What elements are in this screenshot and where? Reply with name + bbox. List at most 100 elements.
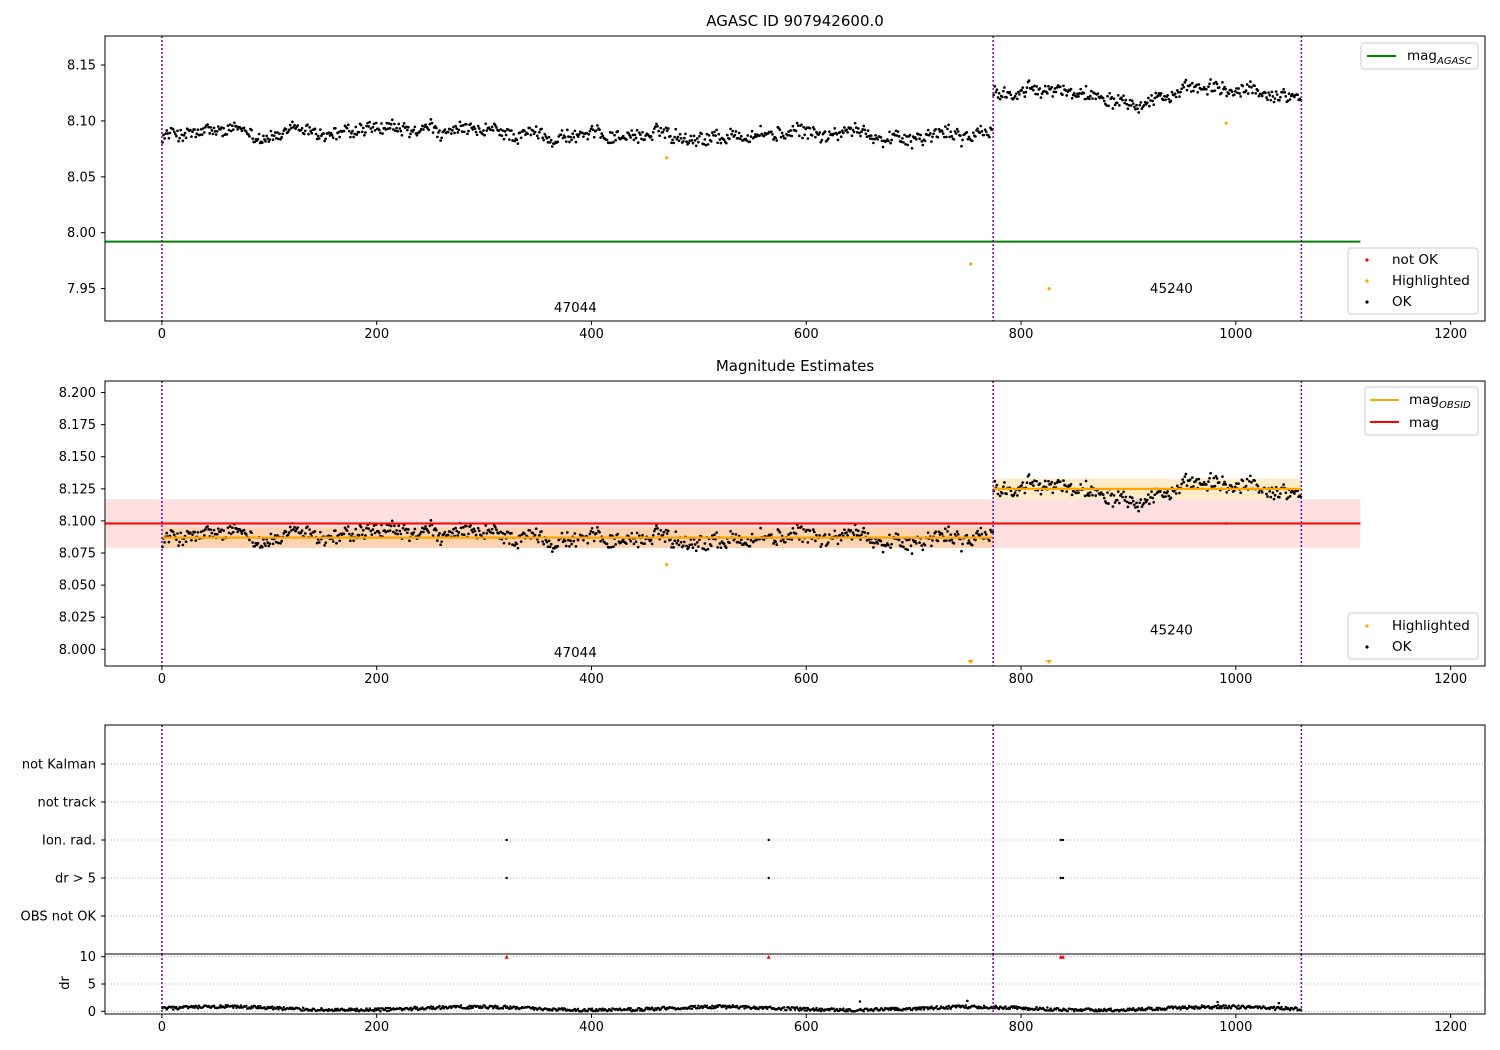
- ok-point: [251, 137, 255, 140]
- ok-point: [165, 129, 169, 132]
- ok-point: [256, 137, 260, 141]
- ok-point: [286, 130, 290, 134]
- ok-point: [1001, 89, 1005, 93]
- dr-point: [256, 1005, 260, 1008]
- ok-point: [347, 129, 351, 133]
- ok-point: [239, 529, 243, 533]
- dr-point: [804, 1006, 807, 1010]
- ok-point: [564, 544, 568, 548]
- ok-point: [549, 542, 553, 546]
- ok-point: [503, 130, 507, 133]
- ok-point: [268, 138, 272, 141]
- ok-point: [845, 128, 848, 132]
- ok-point: [906, 143, 910, 147]
- dr-point: [792, 1006, 796, 1009]
- legend-label-highlighted-p2: Highlighted: [1392, 618, 1470, 634]
- ok-point: [849, 126, 853, 130]
- ok-point: [823, 130, 827, 133]
- ok-point: [1120, 96, 1123, 100]
- ok-point: [429, 519, 433, 522]
- ok-point: [405, 128, 409, 132]
- ok-point: [738, 137, 742, 141]
- ok-point: [596, 124, 599, 127]
- ok-point: [193, 530, 197, 534]
- ok-point: [175, 134, 178, 138]
- ok-point: [913, 539, 917, 543]
- ok-point: [458, 120, 462, 124]
- dr-axis-label: dr: [58, 976, 73, 990]
- ok-point: [367, 527, 370, 530]
- ok-point: [428, 524, 432, 528]
- ok-point: [718, 542, 722, 545]
- ok-point: [988, 135, 991, 139]
- ok-point: [704, 143, 708, 147]
- ok-point: [706, 547, 710, 551]
- ok-point: [1269, 98, 1273, 102]
- ok-point: [346, 525, 350, 528]
- ok-point: [288, 525, 292, 529]
- ok-point: [1156, 94, 1160, 97]
- ok-point: [828, 533, 831, 536]
- ok-point: [1133, 503, 1136, 507]
- ok-point: [926, 531, 930, 535]
- y-tick-label: 8.175: [59, 418, 96, 433]
- ok-point: [828, 130, 831, 134]
- ok-point: [1090, 485, 1093, 489]
- ok-point: [1266, 98, 1269, 102]
- ok-point: [519, 136, 523, 140]
- legend-label-ok-p2: OK: [1392, 639, 1413, 655]
- ok-point: [857, 127, 860, 130]
- dr-point: [514, 1007, 518, 1011]
- ok-point: [331, 540, 335, 543]
- dr-point: [705, 1004, 709, 1007]
- ok-point: [309, 129, 313, 133]
- x-tick-label: 1000: [1219, 327, 1252, 342]
- dr-point: [281, 1008, 284, 1012]
- dr-point: [892, 1006, 896, 1010]
- ok-point: [1257, 94, 1261, 98]
- ok-point: [683, 540, 686, 544]
- ok-point: [1253, 84, 1256, 88]
- x-tick-label: 800: [1009, 327, 1034, 342]
- dr-point: [789, 1008, 792, 1012]
- dr-point: [1071, 1008, 1075, 1011]
- ok-point: [1239, 95, 1243, 98]
- ok-point: [207, 125, 210, 129]
- obsid-label-45240: 45240: [1150, 281, 1193, 297]
- ok-point: [858, 131, 861, 135]
- dr-point: [946, 1007, 949, 1011]
- ok-point: [485, 129, 489, 132]
- ok-point: [979, 124, 983, 128]
- ok-point: [199, 127, 203, 131]
- ok-point: [240, 532, 244, 535]
- ok-point: [278, 132, 281, 136]
- ok-point: [630, 531, 634, 535]
- ok-point: [1179, 90, 1182, 94]
- ok-point: [194, 135, 198, 139]
- ok-point: [402, 122, 406, 125]
- ok-point: [931, 135, 934, 139]
- ok-point: [937, 127, 941, 131]
- ok-point: [1135, 103, 1138, 107]
- ok-point: [1284, 95, 1288, 98]
- ok-point: [1003, 86, 1006, 89]
- ok-point: [1215, 477, 1219, 480]
- ok-point: [284, 127, 288, 131]
- ok-point: [690, 543, 694, 546]
- ok-point: [974, 135, 977, 138]
- dr-point: [458, 1006, 462, 1009]
- dr-point: [1224, 1004, 1227, 1007]
- ok-point: [1071, 489, 1075, 493]
- ok-point: [334, 529, 337, 532]
- ok-point: [1167, 494, 1171, 498]
- ok-point: [636, 545, 640, 549]
- ok-point: [181, 139, 185, 143]
- y-tick-label: 8.00: [67, 226, 96, 241]
- dr-point: [862, 1010, 865, 1013]
- ok-point: [338, 135, 341, 139]
- ok-point: [1062, 84, 1065, 88]
- ok-point: [610, 545, 613, 549]
- ok-point: [1069, 482, 1073, 486]
- ok-point: [1209, 78, 1212, 81]
- ok-point: [1208, 82, 1211, 86]
